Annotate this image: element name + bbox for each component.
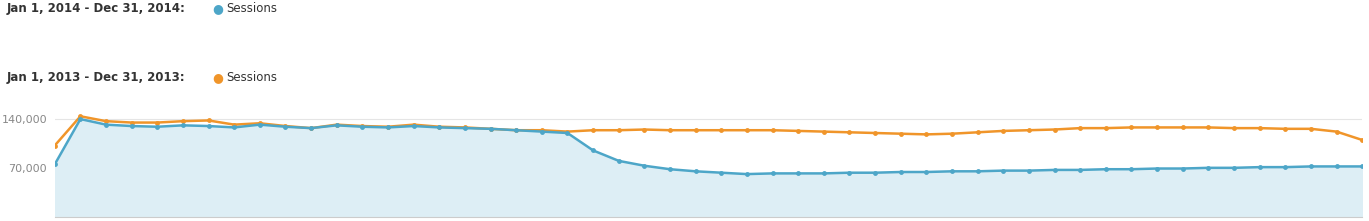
Text: ●: ● bbox=[212, 71, 223, 84]
Text: Sessions: Sessions bbox=[226, 71, 277, 84]
Text: Sessions: Sessions bbox=[226, 2, 277, 15]
Text: Jan 1, 2013 - Dec 31, 2013:: Jan 1, 2013 - Dec 31, 2013: bbox=[7, 71, 185, 84]
Text: ●: ● bbox=[212, 2, 223, 15]
Text: Jan 1, 2014 - Dec 31, 2014:: Jan 1, 2014 - Dec 31, 2014: bbox=[7, 2, 186, 15]
